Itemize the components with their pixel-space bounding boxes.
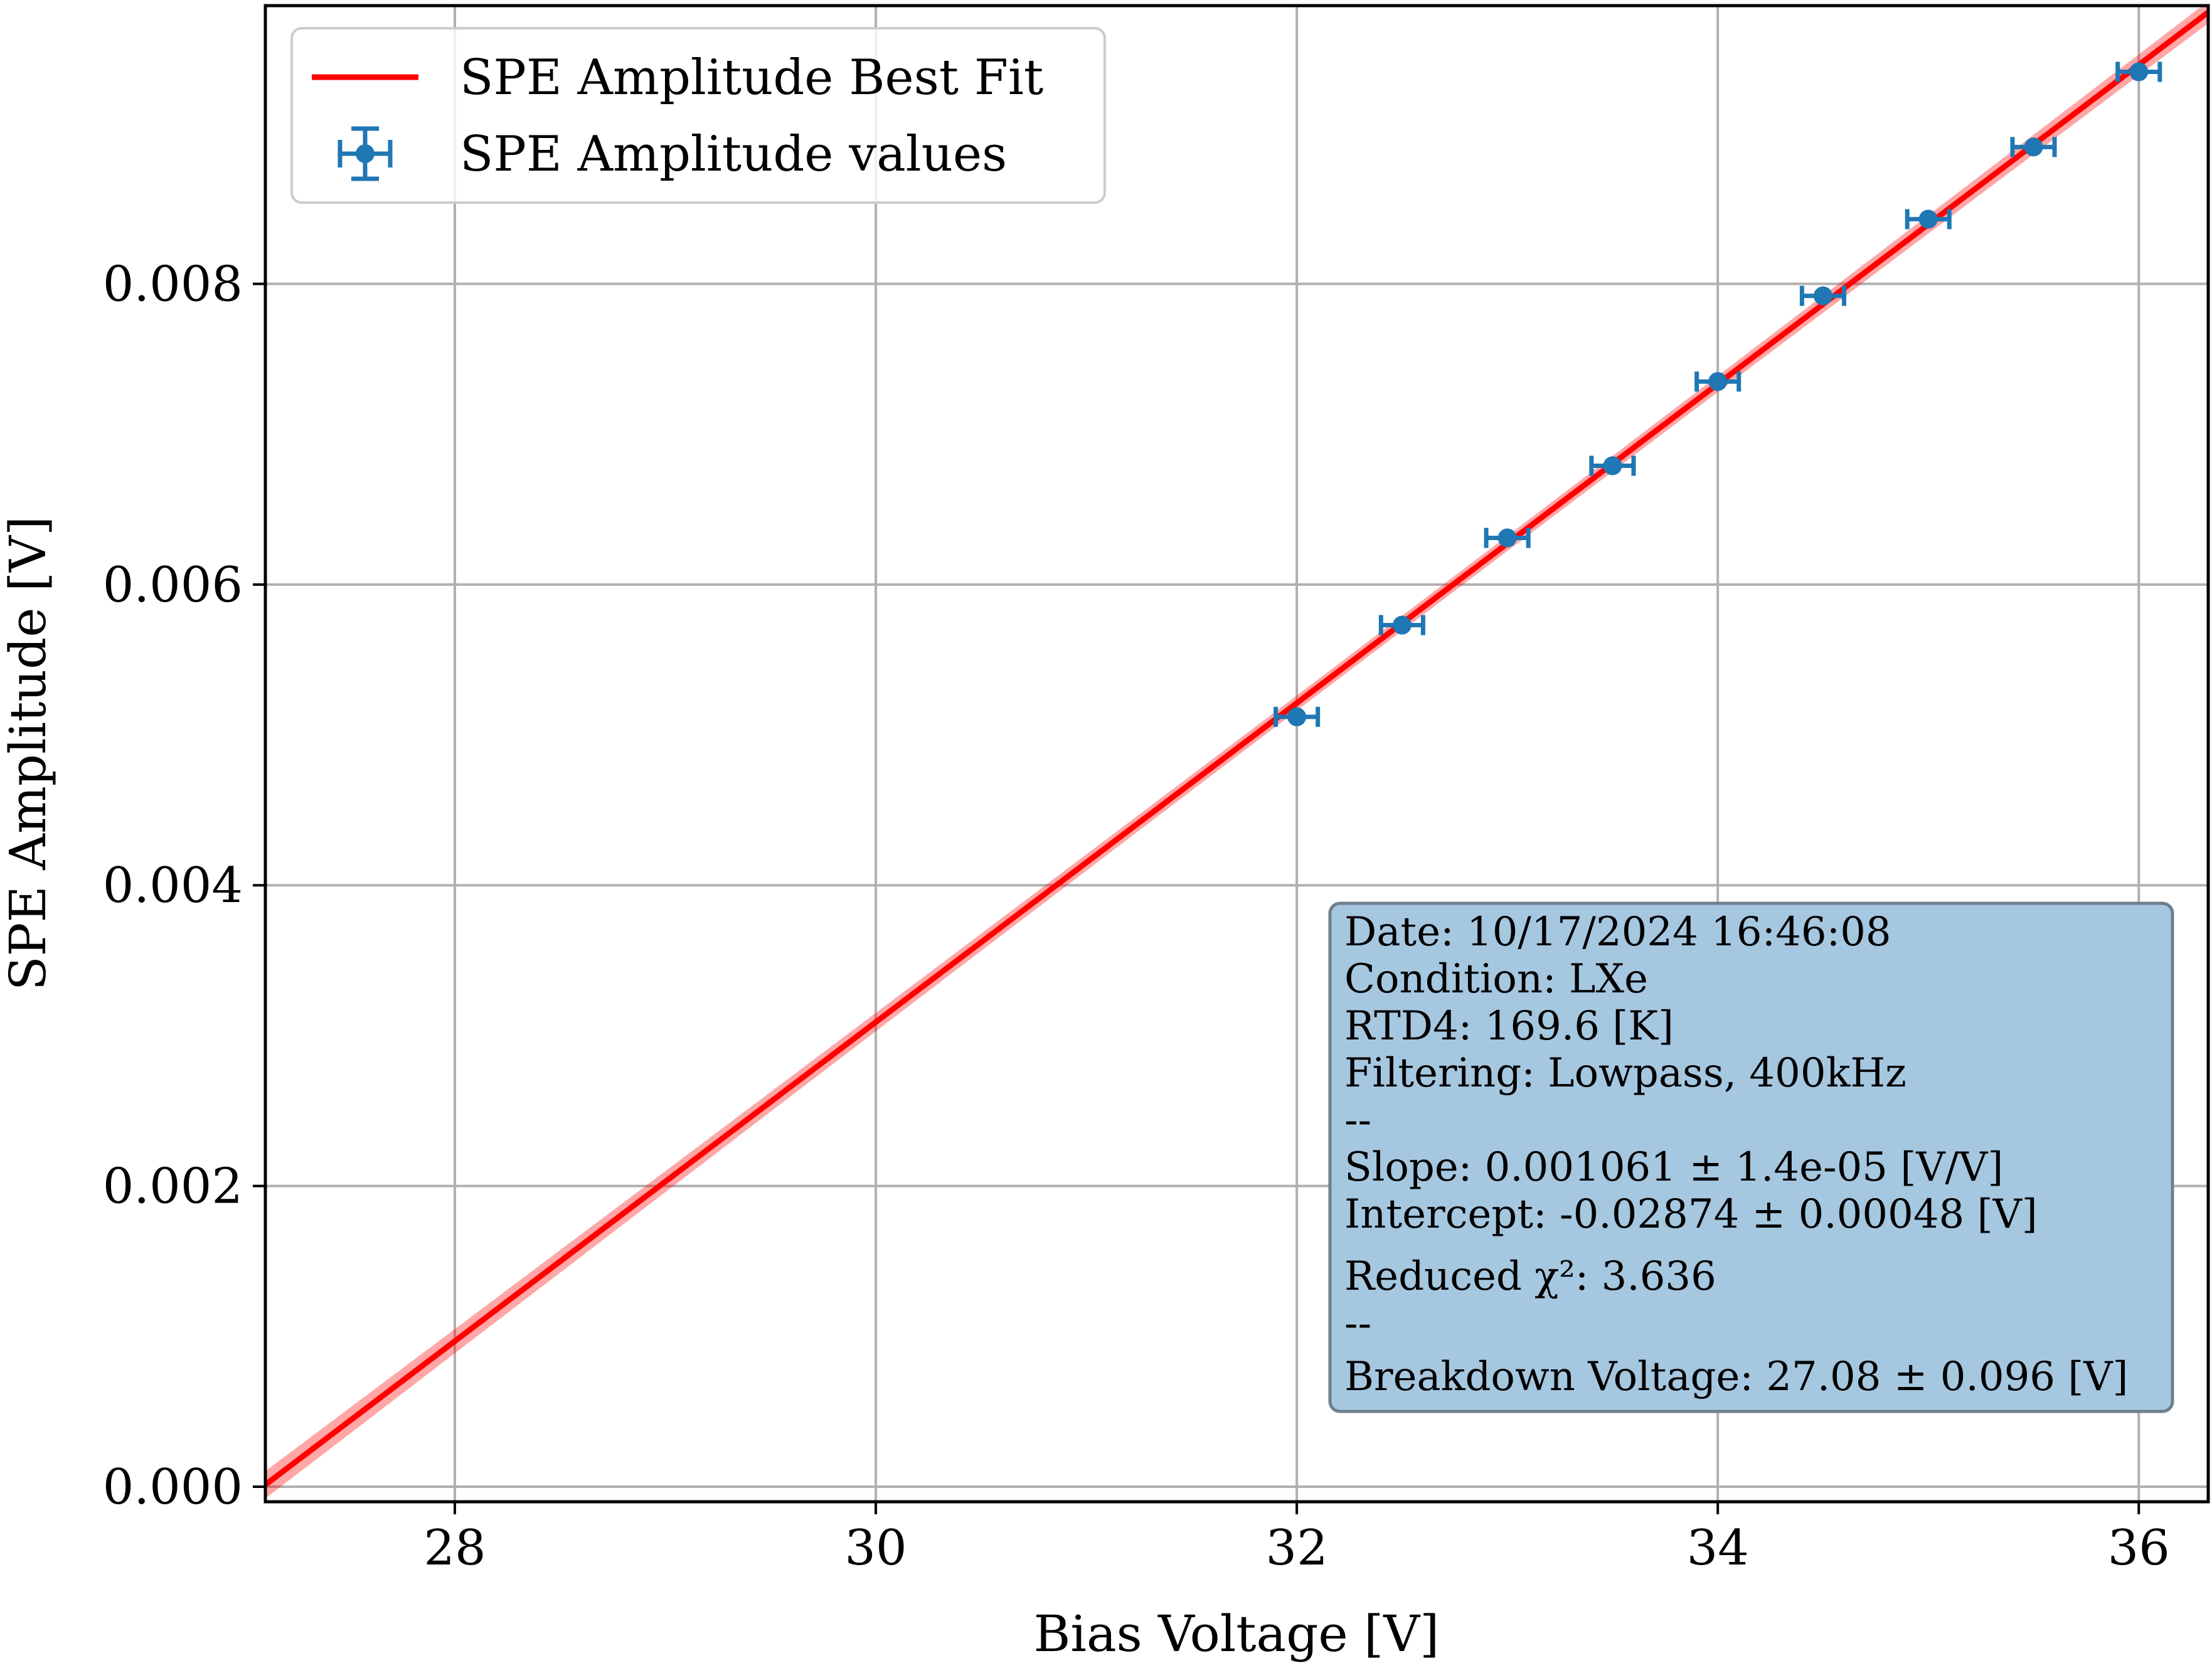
legend: SPE Amplitude Best Fit SPE Amplitude val…	[290, 27, 1106, 204]
grid-lines	[265, 6, 2208, 1502]
point-marker	[1918, 210, 1938, 229]
legend-points-label: SPE Amplitude values	[460, 126, 1007, 183]
legend-points-swatch	[338, 126, 393, 181]
fit-info-box: Date: 10/17/2024 16:46:08 Condition: LXe…	[1328, 901, 2174, 1413]
point-marker	[1392, 615, 1412, 635]
point-marker	[1708, 372, 1728, 391]
point-marker	[1497, 528, 1517, 548]
y-tick-label: 0.004	[103, 858, 243, 914]
info-slope: Slope: 0.001061 ± 1.4e-05 [V/V]	[1344, 1144, 2003, 1191]
data-point	[2010, 137, 2057, 157]
x-tick-label: 32	[1265, 1520, 1327, 1576]
point-marker	[1813, 286, 1832, 305]
data-point	[1273, 706, 1321, 727]
data-point	[1694, 371, 1741, 392]
data-point	[1378, 615, 1425, 635]
info-separator-2: --	[1344, 1300, 1371, 1347]
info-condition: Condition: LXe	[1344, 956, 1648, 1002]
point-marker	[1603, 456, 1622, 475]
y-tick-label: 0.002	[103, 1159, 243, 1215]
legend-fit-label: SPE Amplitude Best Fit	[460, 50, 1043, 106]
info-date: Date: 10/17/2024 16:46:08	[1344, 909, 1891, 955]
y-tick-label: 0.006	[103, 557, 243, 614]
info-box-background	[1328, 901, 2174, 1413]
x-tick-label: 34	[1687, 1520, 1749, 1576]
x-axis-label: Bias Voltage [V]	[1034, 1605, 1440, 1663]
plot-frame	[263, 4, 2210, 1504]
info-filtering: Filtering: Lowpass, 400kHz	[1344, 1050, 1906, 1097]
info-rtd4: RTD4: 169.6 [K]	[1344, 1003, 1674, 1049]
fit-line	[265, 8, 2208, 1489]
legend-box	[290, 27, 1106, 204]
axis-ticks: 28 30 32 34 36 0.000 0.002 0.004 0.006 0.008	[103, 256, 2170, 1576]
data-points-group	[1273, 61, 2162, 727]
y-tick-label: 0.008	[103, 256, 243, 312]
y-tick-label: 0.000	[103, 1459, 243, 1516]
point-marker	[2024, 137, 2043, 157]
data-point	[1905, 209, 1952, 230]
x-tick-label: 30	[844, 1520, 907, 1576]
info-separator-1: --	[1344, 1097, 1371, 1144]
y-axis-label: SPE Amplitude [V]	[0, 516, 57, 991]
data-point	[2115, 61, 2162, 82]
x-tick-label: 36	[2108, 1520, 2170, 1576]
data-point	[1484, 528, 1531, 548]
info-intercept: Intercept: -0.02874 ± 0.00048 [V]	[1344, 1191, 2038, 1238]
point-marker	[2129, 62, 2149, 82]
data-point	[1799, 285, 1847, 306]
info-reduced-chi2: Reduced χ²: 3.636	[1344, 1253, 1716, 1300]
point-marker	[1287, 707, 1307, 726]
data-point	[1589, 455, 1636, 476]
x-tick-label: 28	[423, 1520, 486, 1576]
info-breakdown-voltage: Breakdown Voltage: 27.08 ± 0.096 [V]	[1344, 1354, 2129, 1400]
